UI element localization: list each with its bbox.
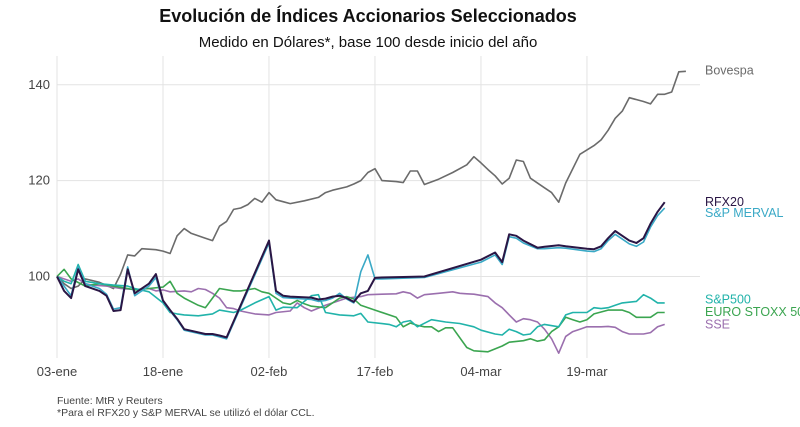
x-tick-label: 04-mar [460,364,502,379]
x-tick-label: 17-feb [357,364,394,379]
y-tick-label: 100 [28,269,50,284]
series-end-label: SSE [705,317,730,331]
y-axis: 100 120 140 [28,77,50,284]
series-end-label: Bovespa [705,63,754,77]
series-line-euro-stoxx-50 [56,268,665,353]
y-tick-label: 140 [28,77,50,92]
series-line-rfx20 [56,201,666,339]
series-line-s-p500 [56,263,665,336]
series-line-bovespa [56,70,686,290]
x-gridlines [56,56,588,358]
series-lines [56,70,686,354]
series-end-label: EURO STOXX 50 [705,305,800,319]
x-tick-label: 18-ene [143,364,183,379]
x-tick-label: 02-feb [251,364,288,379]
y-gridlines [57,84,700,278]
series-end-label: RFX20 [705,195,744,209]
chart-subtitle: Medido en Dólares*, base 100 desde inici… [199,34,538,51]
source-note: Fuente: MtR y Reuters [57,395,163,407]
x-tick-label: 03-ene [37,364,77,379]
y-tick-label: 120 [28,173,50,188]
x-tick-label: 19-mar [566,364,608,379]
series-line-sse [56,275,665,354]
series-end-label: S&P500 [705,293,751,307]
chart-title: Evolución de Índices Accionarios Selecci… [159,5,576,26]
series-end-label: S&P MERVAL [705,206,784,220]
x-axis: 03-ene 18-ene 02-feb 17-feb 04-mar 19-mar [37,364,608,379]
footnote: *Para el RFX20 y S&P MERVAL se utilizó e… [57,407,315,419]
